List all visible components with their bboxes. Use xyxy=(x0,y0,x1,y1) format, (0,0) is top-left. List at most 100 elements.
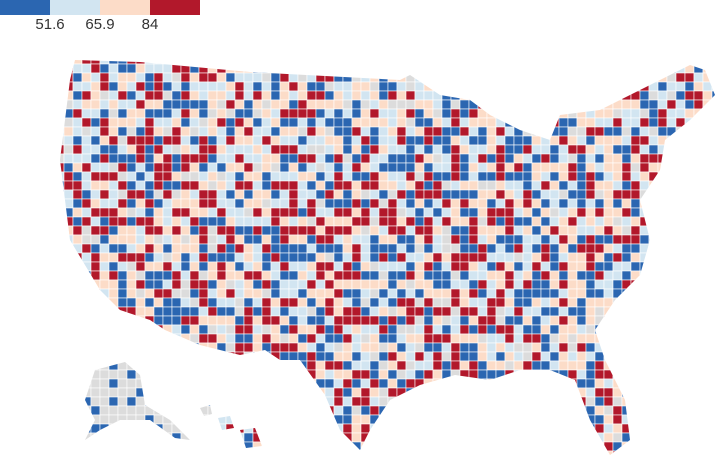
county xyxy=(72,297,83,308)
county xyxy=(315,198,326,209)
county xyxy=(216,261,227,272)
county xyxy=(99,81,110,92)
county xyxy=(567,117,578,128)
county xyxy=(270,162,281,173)
county xyxy=(639,279,650,290)
county xyxy=(477,423,488,434)
county xyxy=(459,117,470,128)
county xyxy=(414,360,425,371)
county xyxy=(72,60,83,65)
county xyxy=(306,243,317,254)
county xyxy=(387,432,398,443)
legend-label: 51.6 xyxy=(35,16,64,33)
county xyxy=(549,198,560,209)
county xyxy=(171,342,182,353)
county xyxy=(423,441,434,452)
county xyxy=(72,405,83,416)
county xyxy=(342,198,353,209)
county xyxy=(306,270,317,281)
county xyxy=(540,306,551,317)
county xyxy=(153,108,164,119)
county xyxy=(342,117,353,128)
county xyxy=(342,135,353,146)
county xyxy=(513,90,524,101)
county xyxy=(171,108,182,119)
county xyxy=(711,153,715,164)
county xyxy=(477,180,488,191)
county xyxy=(90,198,101,209)
county xyxy=(702,153,713,164)
county xyxy=(522,414,533,425)
county xyxy=(81,162,92,173)
county xyxy=(90,144,101,155)
county xyxy=(198,351,209,362)
county xyxy=(351,441,362,452)
county xyxy=(342,216,353,227)
county xyxy=(585,279,596,290)
county xyxy=(531,117,542,128)
county xyxy=(288,369,299,380)
county xyxy=(153,189,164,200)
county xyxy=(60,225,65,236)
county xyxy=(657,243,668,254)
county xyxy=(711,261,715,272)
county xyxy=(189,216,200,227)
county xyxy=(468,324,479,335)
county xyxy=(351,432,362,443)
county xyxy=(207,60,218,65)
county xyxy=(495,369,506,380)
county xyxy=(333,225,344,236)
county xyxy=(423,297,434,308)
county xyxy=(522,63,533,74)
county xyxy=(441,396,452,407)
county xyxy=(477,288,488,299)
county xyxy=(252,369,263,380)
county xyxy=(126,288,137,299)
county xyxy=(603,360,614,371)
county xyxy=(441,108,452,119)
county xyxy=(270,261,281,272)
county xyxy=(450,306,461,317)
county xyxy=(450,216,461,227)
county xyxy=(180,387,191,398)
county xyxy=(324,144,335,155)
county xyxy=(522,207,533,218)
county xyxy=(90,279,101,290)
county xyxy=(162,207,173,218)
county xyxy=(270,126,281,137)
county xyxy=(540,297,551,308)
county xyxy=(315,306,326,317)
county xyxy=(135,432,146,443)
county xyxy=(180,324,191,335)
county xyxy=(531,378,542,389)
county xyxy=(567,234,578,245)
county xyxy=(450,333,461,344)
county xyxy=(495,279,506,290)
county xyxy=(684,252,695,263)
county xyxy=(72,207,83,218)
county xyxy=(594,288,605,299)
county xyxy=(315,180,326,191)
county xyxy=(693,441,704,452)
county xyxy=(486,324,497,335)
county xyxy=(288,117,299,128)
county xyxy=(675,351,686,362)
county xyxy=(594,72,605,83)
county xyxy=(351,342,362,353)
county xyxy=(468,378,479,389)
county xyxy=(531,450,542,455)
county xyxy=(153,135,164,146)
county xyxy=(477,270,488,281)
county xyxy=(99,243,110,254)
county xyxy=(171,315,182,326)
county xyxy=(612,441,623,452)
county xyxy=(540,60,551,65)
county xyxy=(108,135,119,146)
county xyxy=(648,135,659,146)
county xyxy=(585,405,596,416)
county xyxy=(279,162,290,173)
county xyxy=(504,279,515,290)
county xyxy=(198,90,209,101)
county xyxy=(90,180,101,191)
county xyxy=(279,144,290,155)
